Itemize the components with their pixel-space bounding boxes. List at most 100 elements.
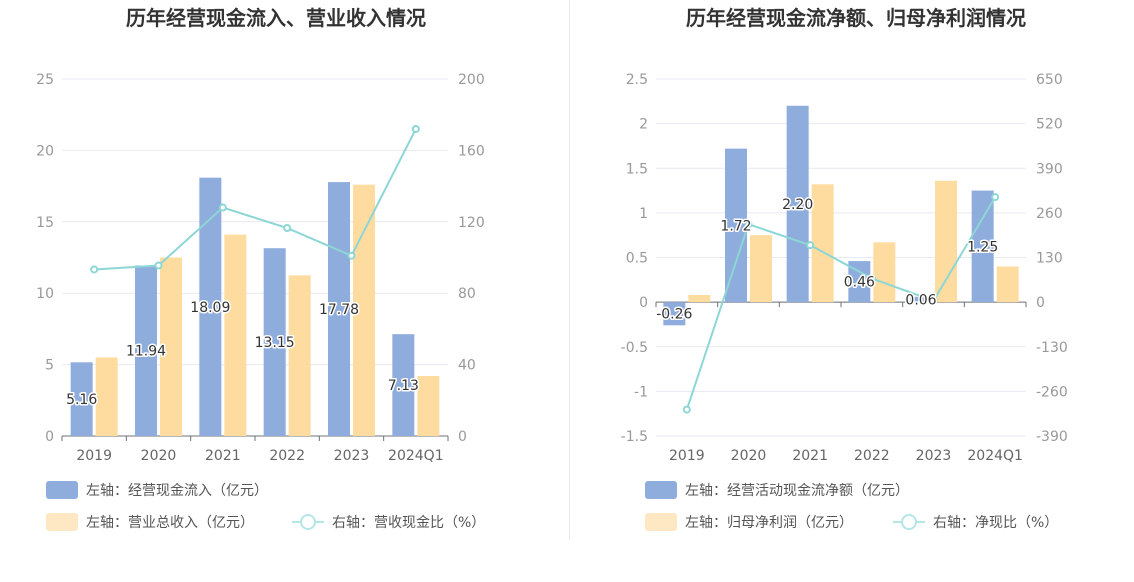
line-point: [90, 265, 99, 274]
right-axis-tick-label: 200: [458, 72, 485, 88]
left-axis-tick-label: 0: [45, 429, 54, 445]
bar-primary: [848, 261, 871, 303]
line-point: [929, 296, 938, 305]
bar-primary: [910, 296, 932, 303]
left-axis-tick-label: -0.5: [621, 340, 648, 356]
x-axis-tick-label: 2021: [792, 448, 828, 464]
chart-title: 历年经营现金流净额、归母净利润情况: [686, 6, 1026, 30]
bar-data-label: 17.78: [319, 302, 359, 318]
x-axis-tick-label: 2024Q1: [967, 448, 1023, 464]
left-axis-tick-label: 5: [45, 358, 54, 374]
bar-data-label: 0.06: [905, 292, 936, 308]
legend-swatch: [645, 481, 677, 499]
left-axis-tick-label: 15: [36, 215, 54, 231]
line-point: [806, 241, 815, 250]
legend-label: 右轴：营收现金比（%）: [332, 515, 485, 531]
panel-divider: [569, 0, 570, 540]
x-axis-tick-label: 2021: [205, 448, 241, 464]
series-line: [685, 196, 997, 410]
right-axis-tick-label: 130: [1036, 251, 1063, 267]
line-point: [991, 193, 1000, 202]
x-axis-tick-label: 2022: [269, 448, 305, 464]
bar-secondary: [160, 257, 182, 436]
line-point: [218, 203, 227, 212]
bar-secondary: [996, 266, 1019, 303]
x-axis-tick-label: 2020: [731, 448, 767, 464]
left-axis-tick-label: 0: [639, 295, 648, 311]
bar-primary: [786, 105, 809, 303]
bar-primary: [199, 177, 222, 436]
x-axis-tick-label: 2022: [854, 448, 890, 464]
bar-data-label: -0.26: [656, 307, 692, 323]
bar-secondary: [288, 275, 311, 436]
line-point: [682, 405, 691, 414]
right-axis-tick-label: -130: [1036, 340, 1068, 356]
bar-secondary: [688, 294, 711, 303]
right-axis-tick-label: -260: [1036, 384, 1068, 400]
legend-swatch: [645, 513, 677, 531]
x-axis-tick-label: 2019: [76, 448, 112, 464]
line-point: [867, 274, 876, 283]
bar-primary: [135, 265, 157, 436]
x-axis-tick-label: 2019: [669, 448, 705, 464]
line-point: [283, 224, 292, 233]
legend-swatch: [46, 481, 78, 499]
right-axis-tick-label: 40: [458, 358, 476, 374]
line-point: [411, 124, 420, 133]
x-axis-tick-label: 2023: [916, 448, 952, 464]
bar-data-label: 2.20: [782, 197, 813, 213]
bar-secondary: [811, 184, 834, 303]
bar-primary: [663, 302, 686, 326]
legend-label: 左轴：营业总收入（亿元）: [86, 515, 254, 531]
right-axis-tick-label: 650: [1036, 72, 1063, 88]
right-axis-tick-label: -390: [1036, 429, 1068, 445]
bar-data-label: 18.09: [190, 300, 230, 316]
bar-secondary: [417, 376, 440, 436]
bar-data-label: 11.94: [126, 344, 166, 360]
bar-secondary: [95, 357, 118, 436]
bar-primary: [263, 248, 286, 436]
x-axis-tick-label: 2023: [334, 448, 370, 464]
right-axis-tick-label: 390: [1036, 161, 1063, 177]
left-axis-tick-label: 10: [36, 286, 54, 302]
left-axis-tick-label: -1: [634, 384, 648, 400]
bar-secondary: [353, 184, 375, 436]
right-axis-tick-label: 520: [1036, 117, 1063, 133]
legend-label: 左轴：经营活动现金流净额（亿元）: [685, 483, 909, 499]
bar-data-label: 1.72: [720, 218, 751, 234]
bar-primary: [392, 334, 415, 436]
left-axis-tick-label: 25: [36, 72, 54, 88]
bar-secondary: [750, 235, 772, 303]
bar-secondary: [935, 180, 957, 303]
bar-primary: [971, 190, 994, 303]
bar-data-label: 7.13: [388, 378, 419, 394]
right-axis-tick-label: 160: [458, 143, 485, 159]
bar-data-label: 5.16: [66, 392, 97, 408]
right-axis-tick-label: 260: [1036, 206, 1063, 222]
chart-title: 历年经营现金流入、营业收入情况: [126, 6, 426, 30]
legend-marker: [300, 514, 316, 530]
x-axis-tick-label: 2024Q1: [388, 448, 444, 464]
left-axis-tick-label: 1: [639, 206, 648, 222]
left-axis-tick-label: 2.5: [626, 72, 648, 88]
bar-data-label: 13.15: [255, 335, 295, 351]
x-axis-tick-label: 2020: [141, 448, 177, 464]
bar-primary: [725, 148, 747, 303]
left-axis-tick-label: 1.5: [626, 161, 648, 177]
bar-data-label: 0.46: [844, 275, 875, 291]
right-axis-tick-label: 0: [1036, 295, 1045, 311]
left-axis-tick-label: -1.5: [621, 429, 648, 445]
left-axis-tick-label: 0.5: [626, 251, 648, 267]
bar-data-label: 1.25: [967, 239, 998, 255]
legend-label: 右轴：净现比（%）: [933, 515, 1058, 531]
right-axis-tick-label: 120: [458, 215, 485, 231]
bar-primary: [70, 362, 93, 436]
right-axis-tick-label: 0: [458, 429, 467, 445]
right-axis-tick-label: 80: [458, 286, 476, 302]
bar-secondary: [224, 234, 247, 436]
legend-swatch: [46, 513, 78, 531]
left-axis-tick-label: 2: [639, 117, 648, 133]
legend-label: 左轴：归母净利润（亿元）: [685, 514, 853, 531]
line-point: [744, 220, 753, 229]
